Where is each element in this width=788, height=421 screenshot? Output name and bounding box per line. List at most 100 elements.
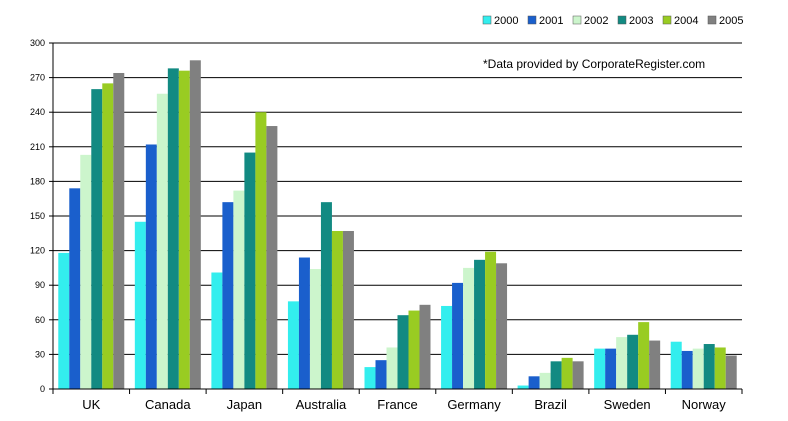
- bar-brazil-2002: [539, 372, 551, 389]
- bar-brazil-2003: [550, 361, 562, 389]
- legend-item-2000: 2000: [482, 15, 518, 27]
- bar-canada-2004: [178, 70, 190, 390]
- x-tick-label: France: [377, 397, 417, 412]
- bar-germany-2004: [485, 251, 497, 389]
- bar-japan-2000: [211, 272, 223, 389]
- legend-item-2003: 2003: [617, 15, 653, 27]
- x-tick-label: Germany: [447, 397, 501, 412]
- bar-group-uk: [58, 72, 125, 390]
- bar-uk-2003: [91, 89, 103, 389]
- bar-germany-2003: [474, 259, 486, 389]
- legend-item-2004: 2004: [662, 15, 698, 27]
- x-tick-label: Australia: [296, 397, 347, 412]
- bar-australia-2005: [342, 230, 354, 389]
- y-tick-label: 210: [30, 142, 45, 152]
- bar-sweden-2000: [594, 348, 606, 389]
- bar-brazil-2001: [528, 376, 540, 389]
- bar-brazil-2005: [572, 361, 584, 389]
- bar-germany-2005: [496, 263, 508, 389]
- bar-australia-2002: [309, 269, 321, 389]
- bar-norway-2004: [714, 347, 726, 389]
- bar-france-2001: [375, 360, 387, 389]
- legend-swatch: [617, 15, 627, 25]
- y-tick-label: 0: [40, 384, 45, 394]
- bar-australia-2003: [320, 202, 332, 389]
- bar-group-germany: [441, 251, 508, 389]
- legend-swatch: [662, 15, 672, 25]
- bar-norway-2005: [725, 355, 737, 389]
- x-axis-ticks: UK Canada Japan Australia France Germany Brazi…: [52, 389, 743, 412]
- bar-japan-2002: [233, 190, 245, 389]
- bar-france-2005: [419, 304, 431, 389]
- legend-label: 2004: [674, 15, 698, 27]
- x-tick-label: Norway: [682, 397, 727, 412]
- legend-item-2002: 2002: [572, 15, 608, 27]
- bar-brazil-2004: [561, 357, 573, 389]
- bars-layer: [58, 60, 737, 390]
- bar-canada-2005: [189, 60, 201, 390]
- bar-canada-2002: [156, 93, 168, 389]
- bar-sweden-2002: [616, 337, 628, 389]
- y-tick-label: 120: [30, 246, 45, 256]
- bar-sweden-2003: [627, 334, 639, 389]
- y-tick-label: 90: [35, 280, 45, 290]
- legend-label: 2001: [539, 15, 563, 27]
- legend-item-2001: 2001: [527, 15, 563, 27]
- bar-france-2002: [386, 347, 398, 389]
- bar-australia-2004: [331, 230, 343, 389]
- x-tick-label: UK: [82, 397, 100, 412]
- y-tick-label: 180: [30, 176, 45, 186]
- legend-label: 2003: [629, 15, 653, 27]
- bar-group-australia: [287, 202, 354, 389]
- legend-swatch: [707, 15, 717, 25]
- bar-group-canada: [134, 60, 201, 390]
- x-tick-label: Brazil: [534, 397, 567, 412]
- bar-brazil-2000: [517, 385, 529, 389]
- x-tick-label: Canada: [145, 397, 191, 412]
- y-tick-label: 30: [35, 349, 45, 359]
- bar-norway-2003: [703, 344, 715, 389]
- y-axis-ticks: 0 30 60 90 120 150 180 210 240 270 300: [30, 38, 53, 394]
- bar-sweden-2001: [605, 348, 617, 389]
- legend-label: 2000: [494, 15, 518, 27]
- y-tick-label: 150: [30, 211, 45, 221]
- bar-germany-2001: [452, 282, 464, 389]
- y-tick-label: 300: [30, 38, 45, 48]
- bar-group-france: [364, 304, 431, 389]
- bar-canada-2003: [167, 68, 179, 390]
- legend-label: 2002: [584, 15, 608, 27]
- bar-canada-2000: [134, 221, 146, 389]
- bar-france-2003: [397, 315, 409, 389]
- bar-sweden-2004: [638, 322, 650, 389]
- legend-swatch: [482, 15, 492, 25]
- bar-sweden-2005: [649, 340, 661, 389]
- bar-group-norway: [670, 341, 737, 389]
- bar-uk-2005: [113, 72, 125, 390]
- bar-japan-2004: [255, 112, 267, 389]
- y-tick-label: 240: [30, 107, 45, 117]
- bar-norway-2002: [692, 348, 704, 389]
- bar-france-2000: [364, 367, 376, 389]
- y-tick-label: 270: [30, 73, 45, 83]
- bar-france-2004: [408, 310, 420, 389]
- bar-canada-2001: [145, 144, 157, 389]
- bar-uk-2002: [80, 154, 92, 389]
- bar-australia-2000: [287, 301, 299, 389]
- bar-japan-2005: [266, 126, 278, 389]
- bar-japan-2003: [244, 152, 256, 389]
- bar-germany-2002: [463, 267, 475, 389]
- bar-group-japan: [211, 112, 278, 389]
- axis-layer: [52, 43, 742, 390]
- bar-uk-2001: [69, 188, 81, 389]
- bar-australia-2001: [298, 257, 310, 389]
- bar-norway-2001: [681, 350, 693, 389]
- bar-group-sweden: [594, 322, 661, 389]
- legend-swatch: [572, 15, 582, 25]
- data-source-annotation: *Data provided by CorporateRegister.com: [483, 57, 705, 71]
- bar-norway-2000: [670, 341, 682, 389]
- bar-germany-2000: [441, 305, 453, 389]
- legend-swatch: [527, 15, 537, 25]
- legend-label: 2005: [719, 15, 743, 27]
- x-tick-label: Sweden: [604, 397, 651, 412]
